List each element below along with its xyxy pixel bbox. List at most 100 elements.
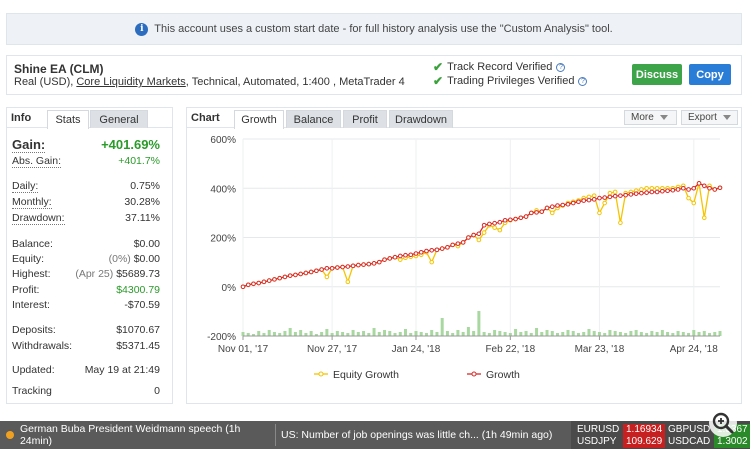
volume-bar [529, 333, 533, 336]
x-tick-label: Nov 01, '17 [218, 344, 269, 355]
growth-point [528, 210, 534, 216]
volume-bar [403, 329, 407, 336]
growth-point [644, 190, 649, 195]
ticker-item-2[interactable]: US: Number of job openings was little ch… [281, 421, 571, 449]
growth-point [408, 252, 414, 258]
event-dot-icon [6, 431, 14, 439]
growth-point [476, 231, 482, 237]
growth-point [523, 214, 529, 219]
system-name: Shine EA (CLM) [14, 62, 104, 76]
volume-bar [299, 330, 303, 336]
growth-point [345, 264, 351, 269]
x-tick-label: Jan 24, '18 [392, 344, 441, 355]
growth-point [691, 185, 697, 191]
fx-val-usdjpy: 109.629 [623, 436, 666, 448]
growth-point [424, 248, 429, 254]
gain-value: +401.69% [101, 137, 160, 152]
interest-value: -$70.59 [124, 299, 160, 311]
tab-general[interactable]: General [90, 110, 148, 128]
volume-bar [304, 333, 308, 336]
volume-bar [383, 330, 387, 336]
volume-bar [645, 333, 649, 336]
tab-balance[interactable]: Balance [286, 110, 341, 128]
broker-link[interactable]: Core Liquidity Markets [76, 76, 186, 88]
growth-point [308, 269, 314, 275]
equity-growth-point [654, 185, 660, 191]
volume-bar [582, 332, 586, 336]
volume-bar [293, 332, 297, 336]
growth-point [576, 199, 581, 205]
growth-point [418, 249, 424, 255]
volume-bar [713, 332, 717, 336]
volume-bar [424, 333, 428, 336]
help-icon[interactable]: ? [578, 76, 588, 86]
growth-point [623, 192, 628, 198]
legend-swatch-dot [471, 371, 477, 377]
monthly-row: Monthly: 30.28% [12, 196, 160, 209]
volume-bar [587, 329, 591, 336]
volume-bar [362, 331, 366, 336]
growth-point [455, 241, 461, 246]
notice-bar: i This account uses a custom start date … [6, 13, 742, 45]
tab-drawdown[interactable]: Drawdown [389, 110, 453, 128]
notice-text: This account uses a custom start date - … [154, 23, 613, 35]
volume-bar [283, 331, 287, 336]
equity-growth-point [691, 200, 697, 206]
growth-point [366, 261, 372, 267]
drawdown-row: Drawdown: 37.11% [12, 212, 160, 225]
growth-point [445, 245, 450, 250]
growth-point [696, 181, 702, 186]
growth-point [335, 265, 340, 270]
growth-point [314, 268, 319, 274]
growth-point [549, 204, 555, 210]
tab-stats[interactable]: Stats [47, 110, 89, 129]
equity-growth-point [649, 185, 655, 191]
y-tick-label: 200% [210, 234, 236, 245]
volume-bar [655, 332, 659, 336]
interest-row: Interest: -$70.59 [12, 299, 160, 311]
equity-growth-point [597, 210, 602, 216]
help-icon[interactable]: ? [556, 62, 566, 72]
magnifier-zoom-icon[interactable] [708, 408, 738, 438]
equity-value: $0.00 [133, 253, 160, 265]
growth-point [628, 192, 634, 197]
equity-growth-point [612, 189, 618, 195]
x-tick-label: Nov 27, '17 [307, 344, 358, 355]
export-dropdown[interactable]: Export [681, 110, 738, 125]
discuss-button[interactable]: Discuss [632, 64, 682, 85]
growth-point [544, 205, 550, 211]
volume-bar [251, 334, 255, 336]
volume-bar [687, 333, 691, 336]
volume-bar [535, 328, 539, 336]
profit-value: $4300.79 [116, 284, 160, 296]
volume-bar [377, 332, 381, 336]
equity-growth-point [397, 257, 403, 262]
check-icon: ✔ [433, 74, 444, 88]
copy-button[interactable]: Copy [689, 64, 731, 85]
growth-point [324, 265, 330, 271]
volume-bar [461, 332, 465, 336]
daily-row: Daily: 0.75% [12, 180, 160, 193]
growth-point [403, 252, 408, 258]
growth-chart[interactable]: 600% 400% 200% 0% -200%Nov 01, '17 Nov 27, '1… [187, 129, 743, 405]
chart-tabs-row: Chart Growth Balance Profit Drawdown Mor… [187, 108, 741, 129]
volume-bar [676, 331, 680, 336]
y-tick-label: -200% [207, 332, 236, 343]
daily-value: 0.75% [130, 180, 160, 192]
growth-point [429, 248, 435, 253]
volume-bar [718, 331, 722, 336]
volume-bar [372, 328, 376, 336]
volume-bar [618, 332, 622, 336]
volume-bar [440, 318, 444, 336]
balance-row: Balance: $0.00 [12, 238, 160, 250]
growth-point [240, 284, 246, 290]
verify2-label: Trading Privileges Verified [447, 75, 575, 87]
tab-profit[interactable]: Profit [343, 110, 387, 128]
volume-bar [330, 333, 334, 336]
ticker-item-1[interactable]: German Buba President Weidmann speech (1… [6, 421, 274, 449]
updated-row: Updated: May 19 at 21:49 [12, 364, 160, 376]
tab-growth[interactable]: Growth [234, 110, 284, 129]
more-dropdown[interactable]: More [624, 110, 677, 125]
volume-bar [550, 331, 554, 336]
balance-label: Balance: [12, 238, 53, 250]
